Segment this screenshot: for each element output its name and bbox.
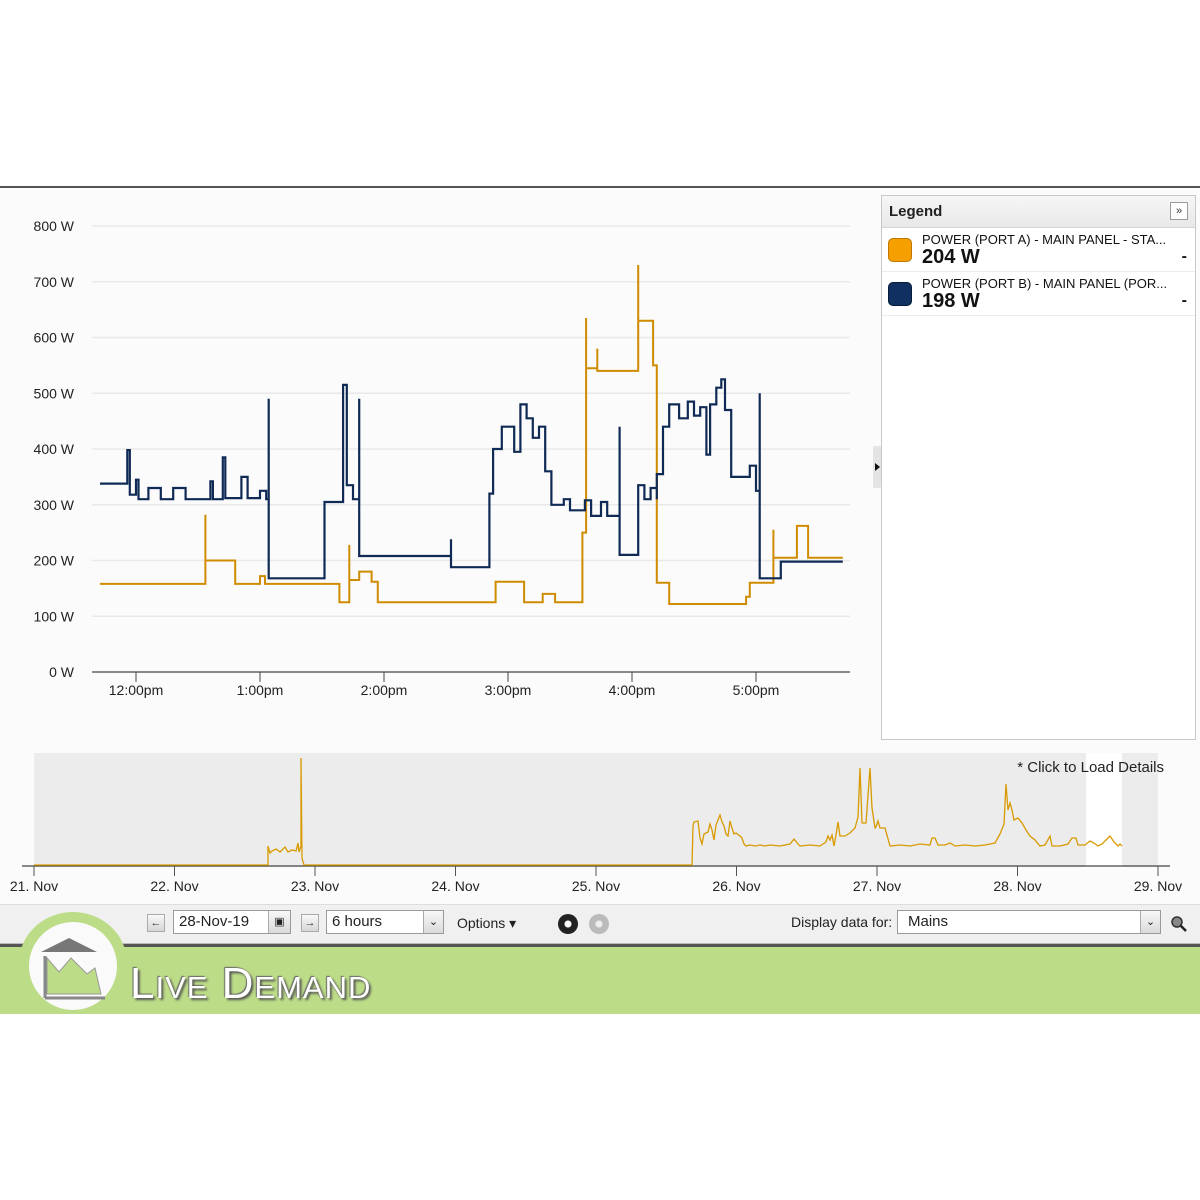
navigator-hint[interactable]: * Click to Load Details — [1017, 759, 1164, 776]
main-chart[interactable]: 0 W 100 W 200 W 300 W 400 W 500 W 600 W 700 W 80… — [0, 188, 870, 748]
series-line — [100, 265, 843, 605]
y-axis-label: 600 W — [34, 330, 75, 346]
calendar-icon[interactable]: ▣ — [268, 911, 290, 933]
x-axis-label: 12:00pm — [109, 682, 163, 698]
legend-series-extra: - — [1181, 292, 1187, 309]
chevron-down-icon[interactable]: ⌄ — [1140, 911, 1160, 933]
navigator-chart[interactable]: * Click to Load Details 21. Nov 22. Nov 23… — [0, 748, 1200, 904]
legend-panel: Legend » POWER (PORT A) - MAIN PANEL - S… — [881, 195, 1196, 740]
y-axis-label: 800 W — [34, 218, 75, 234]
triangle-right-icon — [875, 463, 880, 471]
x-axis-label: 5:00pm — [733, 682, 780, 698]
navigator-tick-label: 25. Nov — [572, 878, 620, 894]
navigator-tick-label: 28. Nov — [993, 878, 1041, 894]
navigator-tick-label: 24. Nov — [431, 878, 479, 894]
y-axis-label: 0 W — [49, 664, 75, 680]
options-menu[interactable]: Options ▾ — [457, 915, 517, 931]
x-axis-label: 3:00pm — [485, 682, 532, 698]
chevron-down-icon[interactable]: ⌄ — [423, 911, 443, 933]
legend-series-name: POWER (PORT B) - MAIN PANEL (POR... — [922, 276, 1168, 291]
series-line — [100, 378, 843, 580]
app-title: Live Demand — [130, 959, 372, 1008]
x-axis-label: 4:00pm — [609, 682, 656, 698]
play-icon[interactable] — [589, 914, 609, 934]
navigator-tick-label: 26. Nov — [712, 878, 760, 894]
y-axis-label: 300 W — [34, 497, 75, 513]
y-axis-label: 500 W — [34, 385, 75, 401]
display-data-select[interactable]: Mains ⌄ — [897, 910, 1161, 934]
legend-item-port-a[interactable]: POWER (PORT A) - MAIN PANEL - STA... 204… — [882, 228, 1195, 272]
legend-title: Legend — [889, 203, 943, 220]
next-period-button[interactable]: → — [301, 914, 319, 932]
legend-series-extra: - — [1181, 248, 1187, 265]
prev-period-button[interactable]: ← — [147, 914, 165, 932]
legend-header: Legend » — [882, 196, 1195, 228]
app-banner: Live Demand — [0, 944, 1200, 1014]
pause-icon[interactable] — [558, 914, 578, 934]
double-chevron-right-icon[interactable]: » — [1170, 202, 1188, 220]
y-axis-label: 700 W — [34, 274, 75, 290]
navigator-tick-label: 29. Nov — [1134, 878, 1182, 894]
legend-series-value: 198 W — [922, 290, 980, 312]
y-axis-label: 200 W — [34, 553, 75, 569]
legend-item-port-b[interactable]: POWER (PORT B) - MAIN PANEL (POR... 198 … — [882, 272, 1195, 316]
display-data-label: Display data for: — [791, 914, 893, 930]
navigator-tick-label: 23. Nov — [291, 878, 339, 894]
x-axis-label: 1:00pm — [237, 682, 284, 698]
legend-swatch — [888, 238, 912, 262]
legend-series-value: 204 W — [922, 246, 980, 268]
range-value: 6 hours — [332, 913, 383, 930]
navigator-tick-label: 21. Nov — [10, 878, 58, 894]
navigator-selection-window[interactable] — [1086, 753, 1122, 867]
top-divider — [0, 186, 1200, 188]
y-axis-label: 400 W — [34, 441, 75, 457]
date-input[interactable]: 28-Nov-19 ▣ — [173, 910, 291, 934]
legend-toggle-handle[interactable] — [873, 446, 881, 488]
date-value: 28-Nov-19 — [179, 913, 250, 930]
range-select[interactable]: 6 hours ⌄ — [326, 910, 444, 934]
navigator-svg[interactable]: * Click to Load Details 21. Nov 22. Nov 23… — [0, 748, 1200, 904]
legend-swatch — [888, 282, 912, 306]
x-axis-label: 2:00pm — [361, 682, 408, 698]
magnifier-icon[interactable] — [1170, 915, 1188, 933]
navigator-tick-label: 22. Nov — [150, 878, 198, 894]
house-chart-logo-icon — [19, 912, 127, 1014]
y-axis-label: 100 W — [34, 608, 75, 624]
display-data-value: Mains — [908, 913, 949, 930]
navigator-background — [34, 753, 1086, 867]
toolbar: ← 28-Nov-19 ▣ → 6 hours ⌄ Options ▾ Disp… — [0, 904, 1200, 944]
navigator-tick-label: 27. Nov — [853, 878, 901, 894]
legend-series-name: POWER (PORT A) - MAIN PANEL - STA... — [922, 232, 1167, 247]
